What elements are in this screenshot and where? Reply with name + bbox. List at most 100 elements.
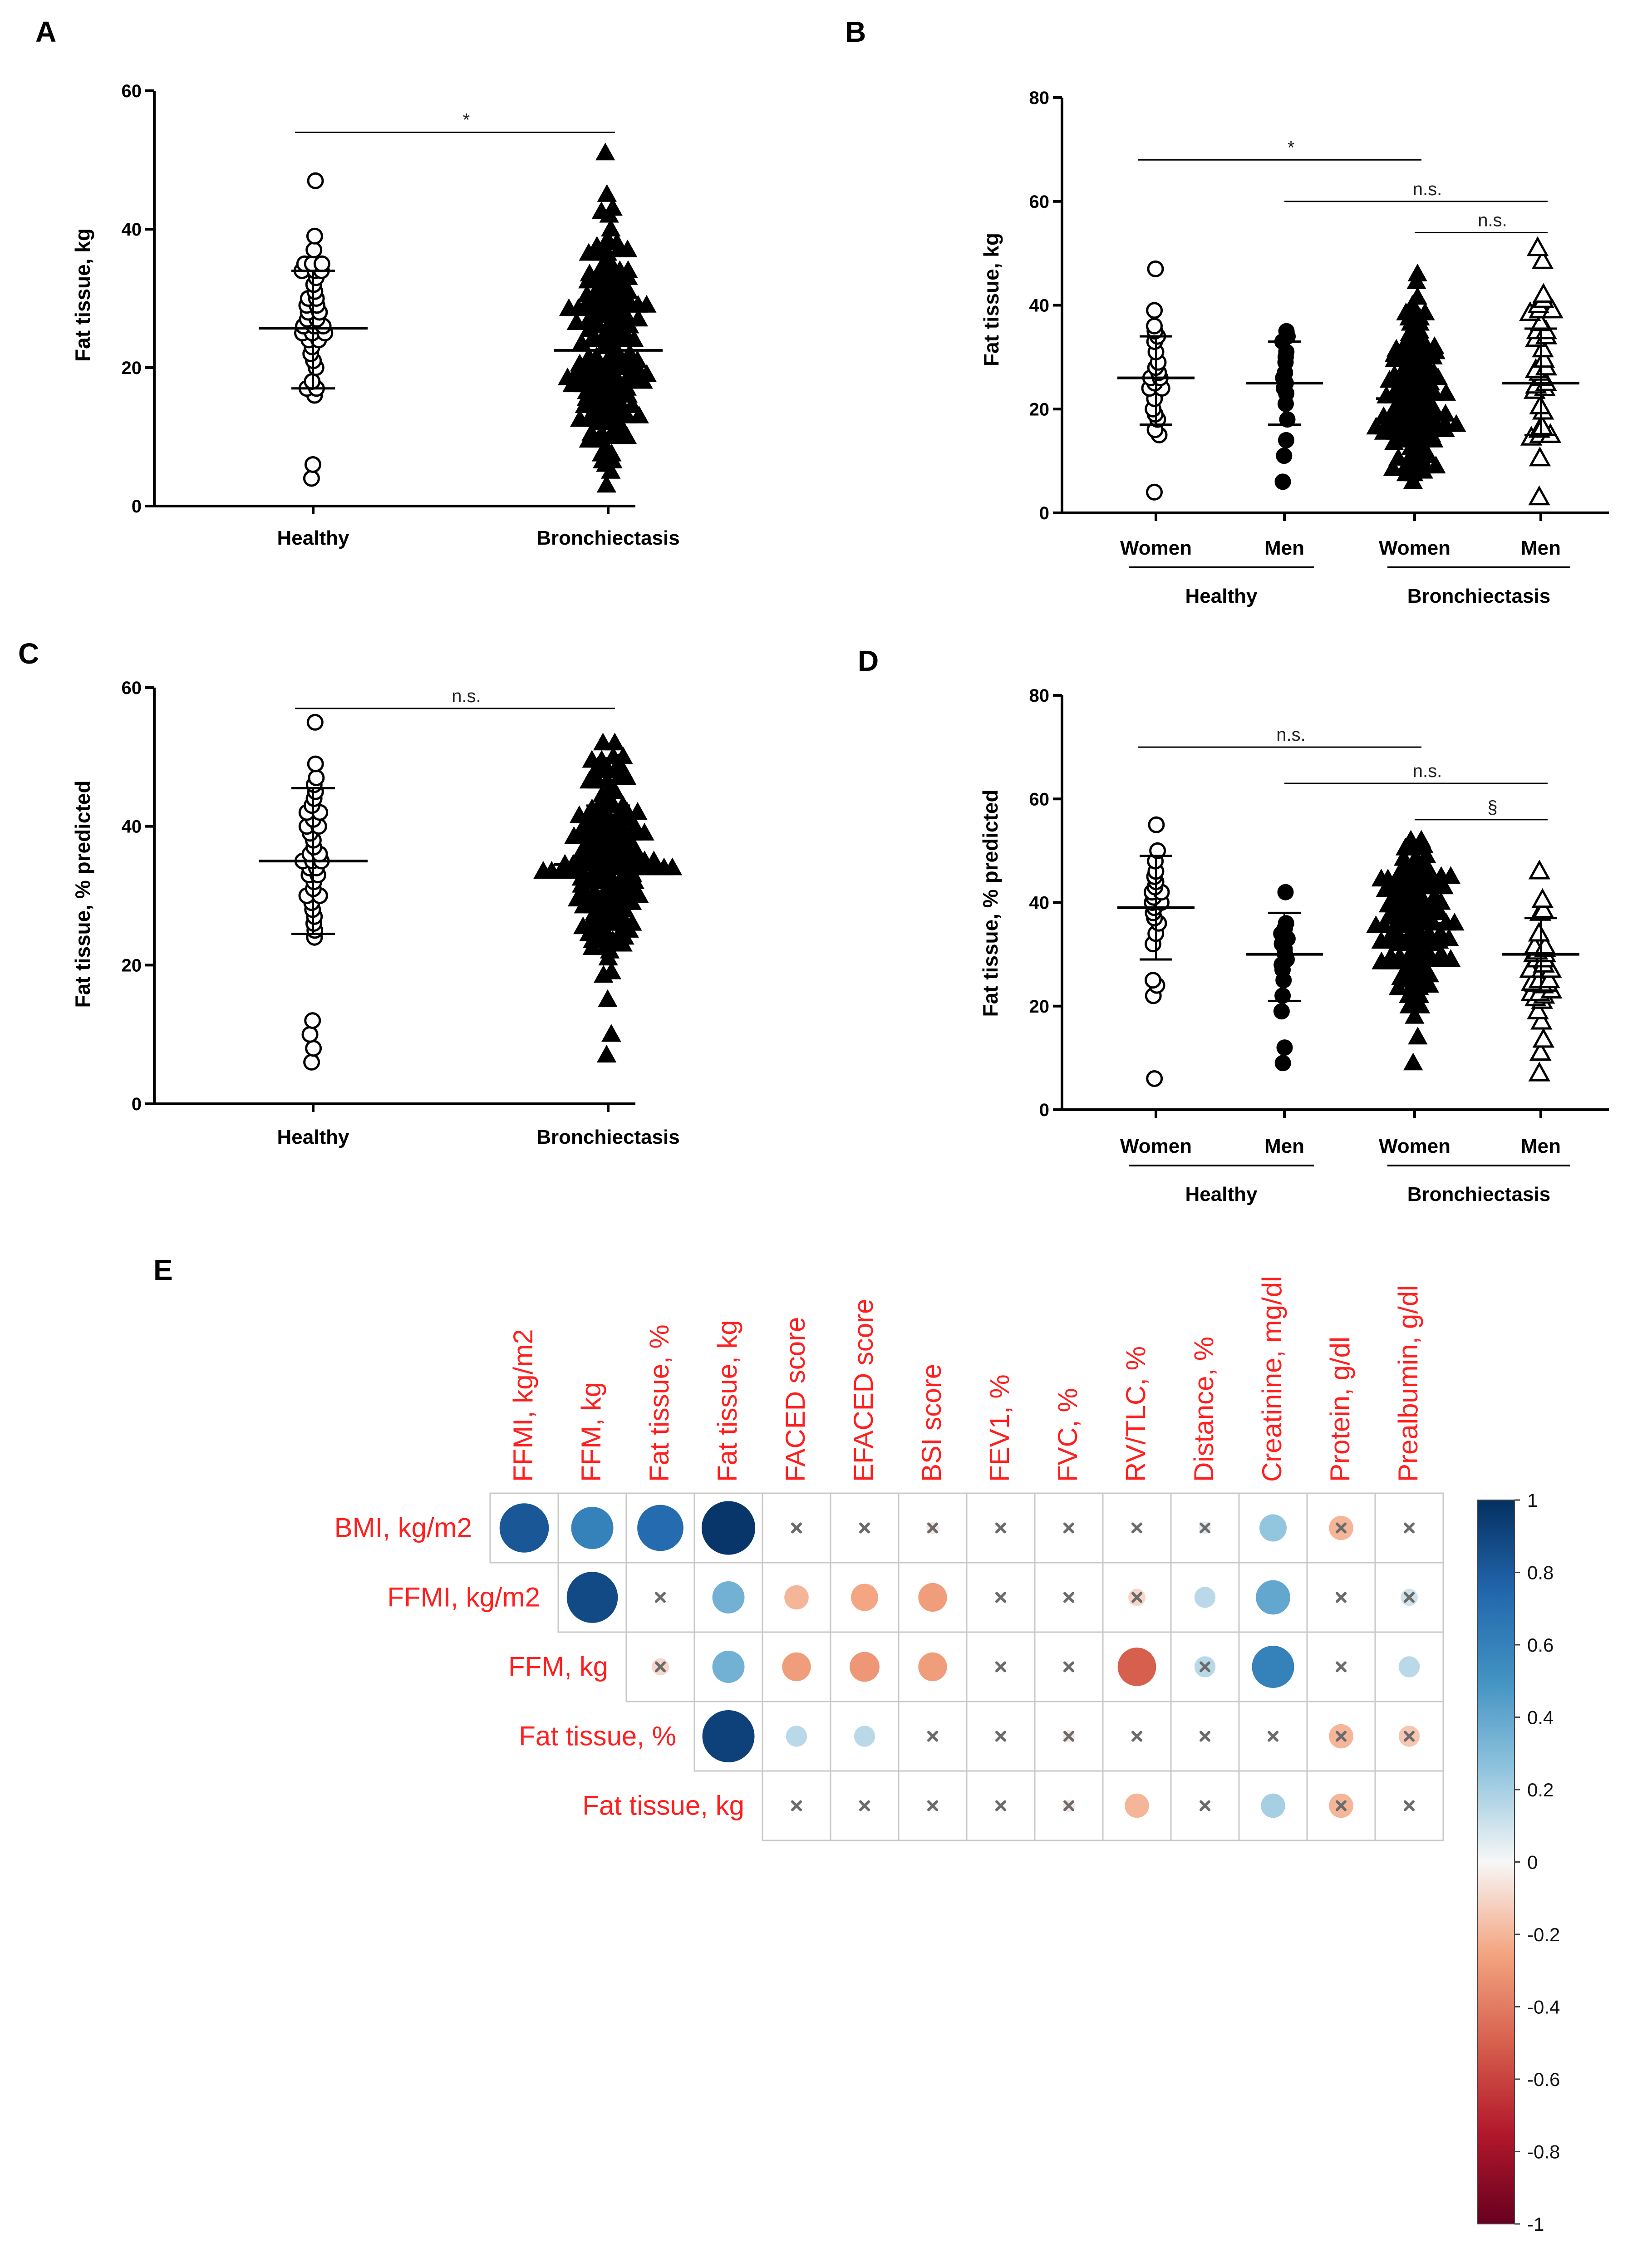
panel-a-point xyxy=(622,395,642,413)
panel-d-label: D xyxy=(858,644,879,677)
correlation-circle xyxy=(784,1585,809,1610)
correlation-circle xyxy=(1252,1646,1294,1688)
correlation-circle xyxy=(1117,1648,1156,1686)
nonsignificant-cross-icon xyxy=(655,1661,666,1672)
nonsignificant-cross-icon xyxy=(927,1522,938,1534)
panel-a-x-categories: Healthy Bronchiectasis xyxy=(277,506,680,549)
nonsignificant-cross-icon xyxy=(1063,1522,1074,1534)
panel-b-group-labels: Healthy Bronchiectasis xyxy=(1129,566,1570,607)
panel-a-point xyxy=(304,373,321,390)
panel-a-point xyxy=(618,260,638,278)
correlation-column-label: FVC, % xyxy=(1052,1388,1083,1482)
panel-c-point xyxy=(662,857,683,876)
panel-a-label: A xyxy=(35,15,56,48)
panel-c-y-ticks: 0 20 40 60 xyxy=(122,678,154,1114)
panel-e: E FFMI, kg/m2 FFM, kg Fat tissue, % Fat tis… xyxy=(153,1254,1560,2235)
nonsignificant-cross-icon xyxy=(995,1731,1006,1742)
panel-a-y-tick-label: 40 xyxy=(122,220,142,240)
panel-d-y-tick-label: 0 xyxy=(1039,1100,1049,1120)
panel-a-point xyxy=(595,143,615,161)
panel-a-y-tick-label: 60 xyxy=(122,81,142,101)
panel-c-point xyxy=(601,961,621,979)
panel-d-comparison-label: § xyxy=(1487,797,1497,817)
nonsignificant-cross-icon xyxy=(1063,1661,1074,1672)
nonsignificant-cross-icon xyxy=(1200,1731,1210,1742)
correlation-circle xyxy=(712,1581,745,1613)
nonsignificant-cross-icon xyxy=(1336,1800,1347,1811)
correlation-column-label: Protein, g/dl xyxy=(1325,1337,1355,1482)
panel-c-label: C xyxy=(18,637,39,670)
panel-b-x-category-label: Men xyxy=(1521,537,1561,559)
correlation-column-label: BSI score xyxy=(916,1364,947,1482)
panel-d-point xyxy=(1530,1009,1553,1030)
correlation-column-label: Distance, % xyxy=(1189,1337,1219,1482)
nonsignificant-cross-icon xyxy=(1131,1731,1142,1742)
panel-c-point xyxy=(305,1040,322,1057)
panel-b-point xyxy=(1276,448,1293,464)
panel-a-point xyxy=(303,470,320,487)
colorbar-gradient xyxy=(1477,1500,1515,2224)
colorbar-tick-label: 0.6 xyxy=(1527,1634,1554,1656)
nonsignificant-cross-icon xyxy=(1063,1592,1074,1603)
panel-a-point xyxy=(586,347,606,365)
panel-d-y-ticks: 0 20 40 60 80 xyxy=(1029,686,1062,1120)
nonsignificant-cross-icon xyxy=(1063,1731,1074,1742)
nonsignificant-cross-icon xyxy=(791,1522,802,1534)
correlation-column-label: FACED score xyxy=(780,1317,811,1482)
panel-b-x-category-label: Women xyxy=(1120,537,1192,559)
correlation-column-label: EFACED score xyxy=(848,1299,879,1482)
panel-c-comparison-label: n.s. xyxy=(452,686,481,706)
panel-b-comparison-label: n.s. xyxy=(1478,210,1507,230)
correlation-circle xyxy=(786,1726,807,1747)
panel-d-point xyxy=(1431,944,1451,962)
panel-d-point xyxy=(1394,848,1414,866)
panel-a-x-category-label: Bronchiectasis xyxy=(536,527,679,549)
panel-a-point xyxy=(305,241,323,259)
correlation-circle xyxy=(850,1652,880,1682)
colorbar-tick-label: -1 xyxy=(1527,2213,1544,2235)
panel-d-x-category-label: Women xyxy=(1120,1135,1192,1157)
correlation-circle xyxy=(918,1583,947,1612)
panel-b-point xyxy=(1424,362,1444,380)
panel-d-y-tick-label: 20 xyxy=(1029,997,1050,1017)
nonsignificant-cross-icon xyxy=(1404,1800,1415,1811)
nonsignificant-cross-icon xyxy=(1336,1661,1347,1672)
panel-d-y-axis-title: Fat tissue, % predicted xyxy=(978,789,1002,1017)
panel-b-y-tick-label: 60 xyxy=(1029,192,1050,212)
panel-b-point xyxy=(1526,236,1549,256)
correlation-column-label: FFMI, kg/m2 xyxy=(508,1329,538,1482)
panel-c-point xyxy=(613,746,633,764)
panel-d-mean-sd xyxy=(1117,855,1579,1002)
correlation-circle xyxy=(918,1652,947,1682)
nonsignificant-cross-icon xyxy=(1200,1661,1210,1672)
panel-d-x-category-label: Women xyxy=(1379,1135,1450,1157)
nonsignificant-cross-icon xyxy=(791,1800,802,1811)
panel-c-x-category-label: Healthy xyxy=(277,1126,349,1148)
correlation-circle xyxy=(1398,1656,1420,1677)
panel-b-y-axis-title: Fat tissue, kg xyxy=(979,233,1003,366)
nonsignificant-cross-icon xyxy=(995,1661,1006,1672)
panel-b-point xyxy=(1533,348,1555,368)
panel-a-point xyxy=(306,227,323,245)
panel-e-label: E xyxy=(153,1254,173,1286)
panel-b-y-tick-label: 80 xyxy=(1029,88,1050,108)
correlation-circle xyxy=(571,1507,614,1549)
colorbar-tick-label: 0 xyxy=(1527,1852,1538,1873)
panel-a-point xyxy=(597,184,617,202)
panel-a-point xyxy=(629,405,649,423)
panel-b-point xyxy=(1146,483,1163,501)
correlation-column-label: FEV1, % xyxy=(984,1374,1015,1482)
colorbar-tick-label: -0.4 xyxy=(1527,1997,1560,2018)
correlation-row-label: FFMI, kg/m2 xyxy=(387,1582,540,1613)
panel-d-significance: n.s. n.s. § xyxy=(1138,725,1548,821)
panel-b-point xyxy=(1407,263,1427,281)
nonsignificant-cross-icon xyxy=(1200,1522,1210,1534)
panel-b-point xyxy=(1532,283,1555,303)
panel-c-point xyxy=(596,1044,617,1062)
panel-c-x-categories: Healthy Bronchiectasis xyxy=(277,1104,680,1148)
panel-c: C Fat tissue, % predicted 0 20 40 60 Health… xyxy=(18,637,683,1148)
panel-d-group-label: Bronchiectasis xyxy=(1407,1183,1550,1205)
panel-c-y-axis-title: Fat tissue, % predicted xyxy=(71,780,94,1008)
